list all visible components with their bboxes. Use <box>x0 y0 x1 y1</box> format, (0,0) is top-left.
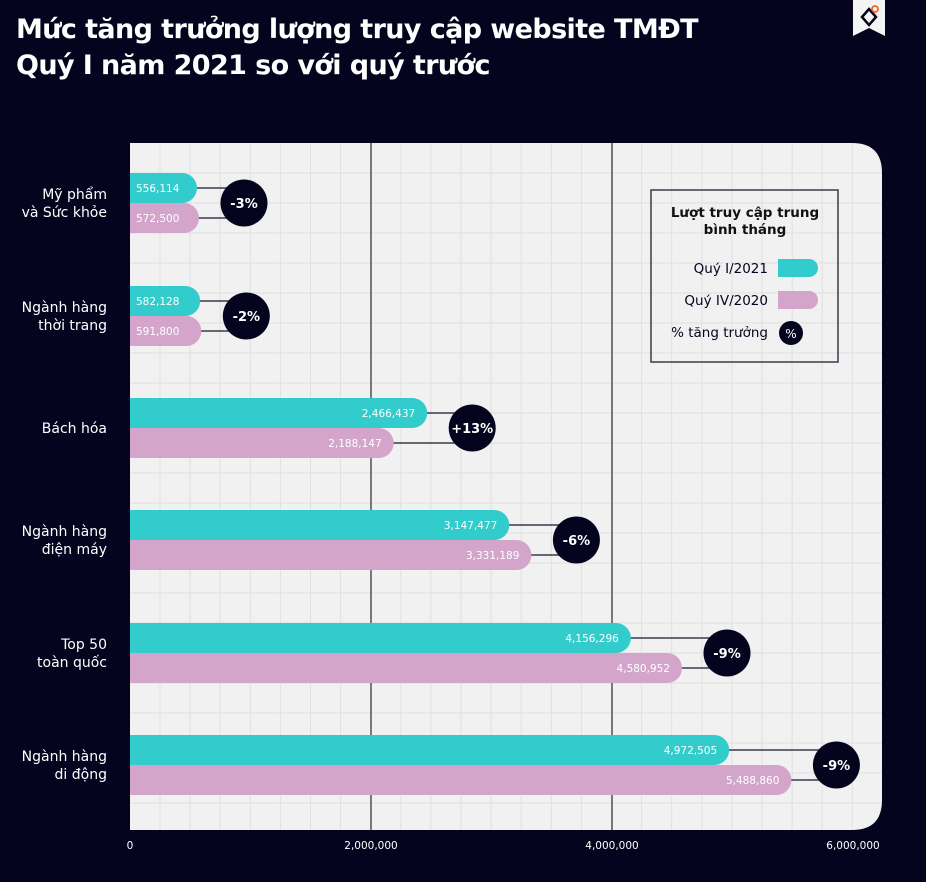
category-label: và Sức khỏe <box>22 205 107 221</box>
bar-q1-2021 <box>130 398 428 428</box>
bar-value-label: 4,156,296 <box>565 633 619 645</box>
bar-value-label: 3,331,189 <box>466 550 519 562</box>
bar-q1-2021 <box>130 735 730 765</box>
legend-q4-2020-label: Quý IV/2020 <box>684 293 768 309</box>
legend-title: Lượt truy cập trung <box>671 205 819 221</box>
growth-bubble <box>220 179 268 227</box>
bar-value-label: 2,188,147 <box>328 438 381 450</box>
plot-area <box>130 143 882 830</box>
bar-q4-2020 <box>130 316 202 346</box>
growth-bubble <box>552 516 600 564</box>
bar-q4-2020 <box>130 653 683 683</box>
legend-growth-symbol: % <box>785 327 796 341</box>
category-label: Mỹ phẩm <box>42 186 107 203</box>
growth-label: -9% <box>823 759 850 774</box>
legend-growth-swatch <box>779 321 803 345</box>
growth-label: -2% <box>233 310 260 325</box>
category-label: Ngành hàng <box>22 749 107 765</box>
chart-title: Mức tăng trưởng lượng truy cập website T… <box>16 12 699 84</box>
bar-q4-2020 <box>130 428 394 458</box>
legend-title: bình tháng <box>704 222 787 238</box>
category-label: Top 50 <box>60 637 107 653</box>
category-label: toàn quốc <box>37 654 107 671</box>
x-tick-label: 4,000,000 <box>585 840 638 852</box>
growth-label: -9% <box>713 647 740 662</box>
category-label: di động <box>55 767 107 783</box>
category-label: điện máy <box>42 542 107 558</box>
logo-bookmark-icon <box>853 0 885 36</box>
x-tick-label: 0 <box>127 840 134 852</box>
legend-growth-label: % tăng trưởng <box>671 325 768 341</box>
growth-label: +13% <box>451 422 493 437</box>
bar-value-label: 4,580,952 <box>617 663 670 675</box>
legend-q4-2020-swatch <box>778 291 818 309</box>
bar-q1-2021 <box>130 173 198 203</box>
bar-q4-2020 <box>130 540 532 570</box>
bar-value-label: 582,128 <box>136 296 179 308</box>
category-label: Bách hóa <box>42 421 107 437</box>
growth-bubble <box>703 629 751 677</box>
growth-bubble <box>812 741 860 789</box>
bar-q1-2021 <box>130 286 201 316</box>
chart-title-line-1: Mức tăng trưởng lượng truy cập website T… <box>16 14 699 45</box>
growth-label: -3% <box>230 197 257 212</box>
growth-bubble <box>222 292 270 340</box>
bar-q4-2020 <box>130 765 792 795</box>
bar-q1-2021 <box>130 623 631 653</box>
bar-value-label: 572,500 <box>136 213 179 225</box>
growth-bubble <box>448 404 496 452</box>
bar-value-label: 5,488,860 <box>726 775 779 787</box>
legend-box <box>650 189 839 363</box>
x-tick-label: 6,000,000 <box>826 840 879 852</box>
bar-q1-2021 <box>130 510 510 540</box>
growth-label: -6% <box>563 534 590 549</box>
x-tick-label: 2,000,000 <box>344 840 397 852</box>
bar-value-label: 2,466,437 <box>362 408 415 420</box>
chart-title-line-2: Quý I năm 2021 so với quý trước <box>16 50 491 81</box>
legend-q1-2021-swatch <box>778 259 818 277</box>
bar-value-label: 591,800 <box>136 326 179 338</box>
bar-q4-2020 <box>130 203 199 233</box>
category-label: Ngành hàng <box>22 524 107 540</box>
legend-q1-2021-label: Quý I/2021 <box>694 261 768 277</box>
bar-value-label: 4,972,505 <box>664 745 717 757</box>
category-label: Ngành hàng <box>22 300 107 316</box>
category-label: thời trang <box>38 318 107 334</box>
bar-value-label: 556,114 <box>136 183 180 195</box>
bar-value-label: 3,147,477 <box>444 520 497 532</box>
